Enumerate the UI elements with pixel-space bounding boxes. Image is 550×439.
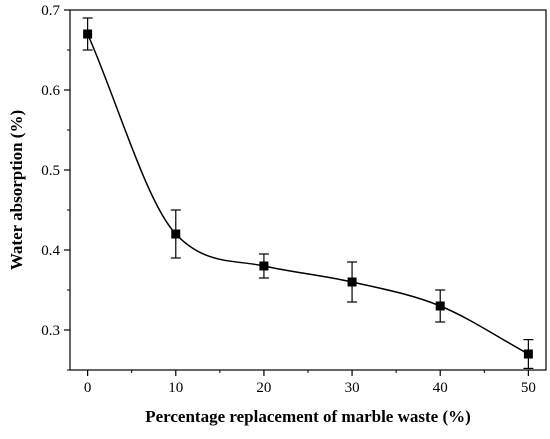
y-tick-label: 0.4 — [41, 243, 60, 259]
data-point — [347, 277, 357, 287]
x-tick-label: 30 — [345, 380, 360, 396]
series-curve — [86, 33, 529, 355]
x-tick-label: 40 — [433, 380, 448, 396]
data-point — [259, 261, 269, 271]
data-point — [171, 229, 181, 239]
y-tick-label: 0.5 — [41, 163, 60, 179]
y-axis: 0.3 0.4 0.5 0.6 0.7 — [41, 3, 70, 371]
plot-frame — [69, 9, 547, 371]
x-axis-title: Percentage replacement of marble waste (… — [145, 407, 471, 426]
x-tick-label: 50 — [521, 380, 536, 396]
x-tick-label: 10 — [168, 380, 183, 396]
data-markers — [83, 29, 533, 359]
x-tick-label: 20 — [256, 380, 271, 396]
x-axis: 0 10 20 30 40 50 — [84, 370, 536, 396]
data-point — [435, 301, 445, 311]
y-tick-label: 0.3 — [41, 323, 60, 339]
data-point — [523, 349, 533, 359]
y-tick-label: 0.7 — [41, 3, 60, 19]
x-tick-label: 0 — [84, 380, 92, 396]
data-point — [83, 29, 93, 39]
y-axis-title: Water absorption (%) — [7, 110, 26, 270]
y-tick-label: 0.6 — [41, 83, 60, 99]
